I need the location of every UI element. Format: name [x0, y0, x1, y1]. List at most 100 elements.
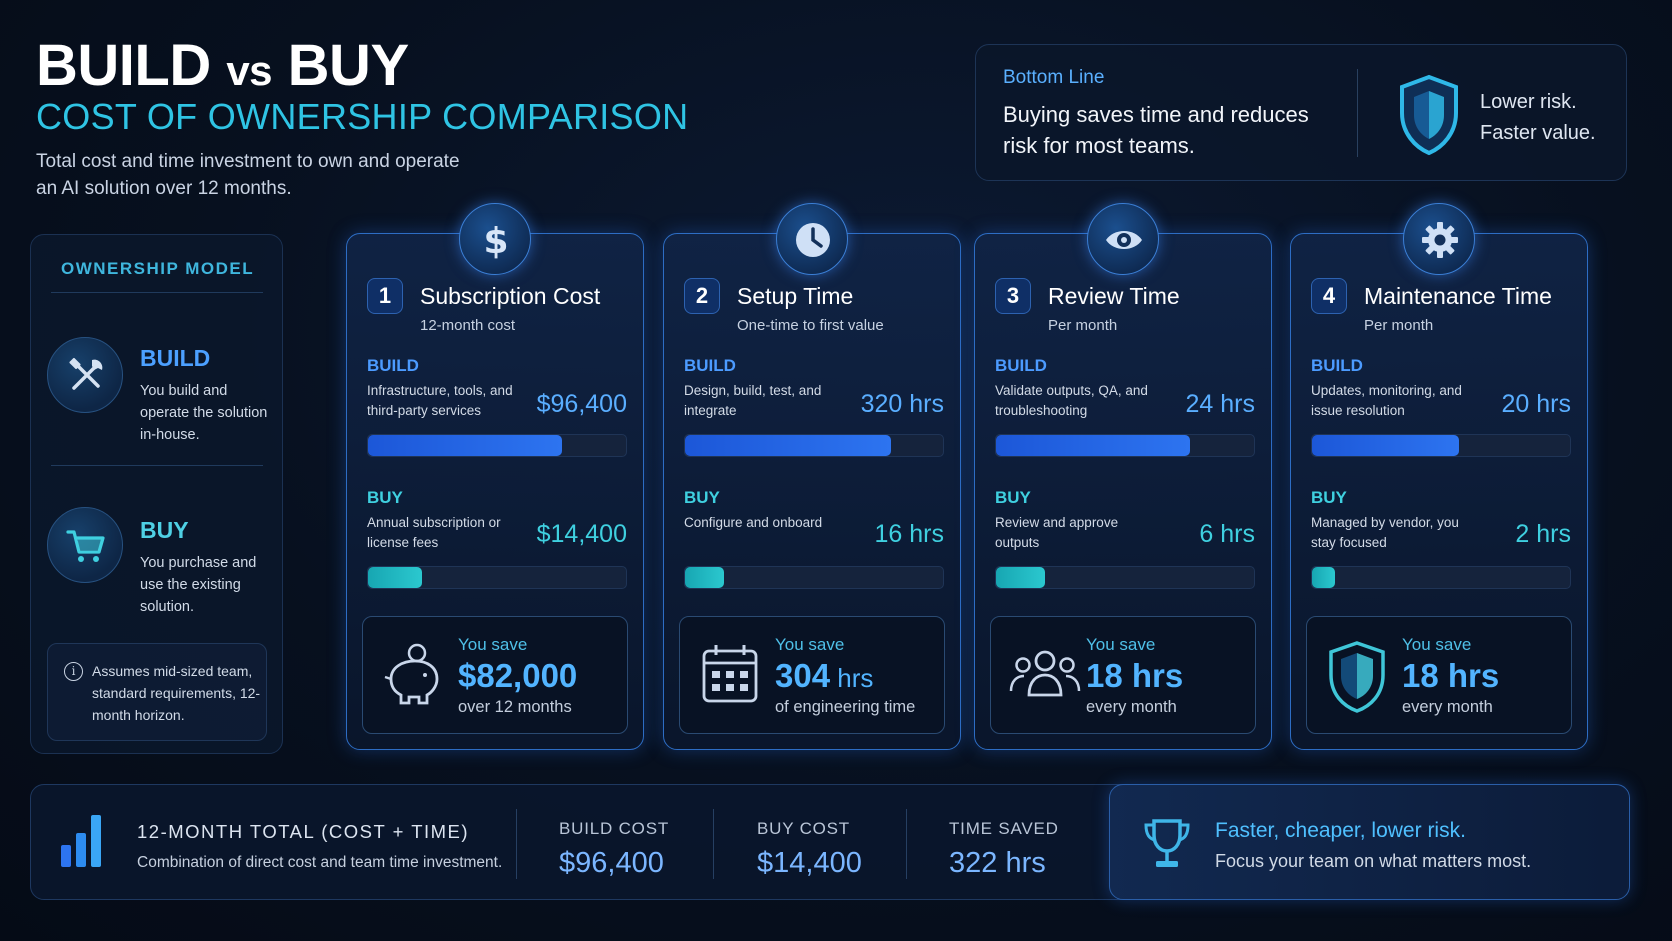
- build-label: BUILD: [367, 356, 419, 375]
- savings-value: 304 hrs: [775, 657, 874, 694]
- eye-icon: [1087, 203, 1159, 275]
- buy-label: BUY: [995, 488, 1031, 507]
- ownership-buy-desc: You purchase and use the existing soluti…: [140, 555, 257, 615]
- buy-desc: Annual subscription or license fees: [367, 515, 501, 550]
- buy-value: 2 hrs: [1515, 520, 1571, 548]
- buy-desc: Managed by vendor, you stay focused: [1311, 515, 1459, 550]
- ownership-buy-title: BUY: [140, 517, 189, 543]
- calendar-icon: [698, 639, 762, 714]
- savings-note: over 12 months: [458, 698, 572, 716]
- buy-bar: [1311, 566, 1571, 589]
- build-bar: [367, 434, 627, 457]
- bottom-line-panel: Bottom Line Buying saves time and reduce…: [975, 44, 1627, 181]
- buy-bar: [995, 566, 1255, 589]
- build-desc: Infrastructure, tools, and third-party s…: [367, 383, 513, 418]
- savings-box: You save 18 hrs every month: [990, 616, 1256, 734]
- savings-value: 18 hrs: [1402, 657, 1500, 694]
- divider: [713, 809, 714, 879]
- buy-bar-fill: [368, 567, 423, 588]
- stat-build-cost-value: $96,400: [559, 847, 664, 879]
- build-label: BUILD: [1311, 356, 1363, 375]
- piggy-bank-icon: [381, 639, 445, 714]
- savings-note: of engineering time: [775, 698, 916, 716]
- stat-time-saved-label: TIME SAVED: [949, 819, 1059, 838]
- build-bar: [684, 434, 944, 457]
- build-value: 20 hrs: [1501, 390, 1571, 418]
- ownership-build-desc: You build and operate the solution in-ho…: [140, 383, 268, 443]
- savings-box: You save $82,000 over 12 months: [362, 616, 628, 734]
- stat-buy-cost-value: $14,400: [757, 847, 862, 879]
- build-bar-fill: [685, 435, 892, 456]
- card-title: Setup Time: [737, 283, 854, 309]
- build-desc: Validate outputs, QA, and troubleshootin…: [995, 383, 1148, 418]
- buy-value: $14,400: [536, 520, 627, 548]
- card-title: Subscription Cost: [420, 283, 601, 309]
- card-subtitle: One-time to first value: [737, 317, 884, 334]
- buy-bar-fill: [685, 567, 724, 588]
- shield-icon: [1396, 73, 1462, 162]
- clock-icon: [776, 203, 848, 275]
- stat-time-saved-value: 322 hrs: [949, 847, 1046, 879]
- page-subtitle: COST OF OWNERSHIP COMPARISON: [36, 96, 689, 137]
- card-number-badge: 4: [1311, 278, 1347, 314]
- buy-desc: Review and approve outputs: [995, 515, 1119, 550]
- buy-bar: [684, 566, 944, 589]
- buy-bar-fill: [1312, 567, 1336, 588]
- trophy-icon: [1140, 815, 1194, 878]
- metric-card: 3 Review Time Per month BUILD Validate outpu…: [974, 233, 1272, 750]
- ownership-heading: OWNERSHIP MODEL: [61, 259, 255, 278]
- build-bar-fill: [368, 435, 562, 456]
- users-icon: [1009, 639, 1081, 714]
- bottom-line-label: Bottom Line: [1003, 67, 1105, 88]
- buy-value: 6 hrs: [1199, 520, 1255, 548]
- build-bar: [995, 434, 1255, 457]
- savings-label: You save: [775, 635, 845, 654]
- card-title: Review Time: [1048, 283, 1180, 309]
- bar-chart-icon: [57, 809, 113, 876]
- savings-box: You save 18 hrs every month: [1306, 616, 1572, 734]
- assumption-note: i Assumes mid-sized team, standard requi…: [47, 643, 267, 741]
- buy-label: BUY: [684, 488, 720, 507]
- ownership-build-title: BUILD: [140, 345, 211, 371]
- card-subtitle: Per month: [1048, 317, 1118, 334]
- divider: [516, 809, 517, 879]
- dollar-icon: $: [459, 203, 531, 275]
- savings-value: $82,000: [458, 657, 578, 694]
- divider: [51, 292, 263, 293]
- buy-desc: Configure and onboard: [684, 515, 823, 530]
- build-label: BUILD: [995, 356, 1047, 375]
- build-label: BUILD: [684, 356, 736, 375]
- build-value: 24 hrs: [1185, 390, 1255, 418]
- gear-icon: [1403, 203, 1475, 275]
- card-number-badge: 1: [367, 278, 403, 314]
- build-value: $96,400: [536, 390, 627, 418]
- footer-desc: Combination of direct cost and team time…: [137, 854, 503, 871]
- footer-summary: 12-MONTH TOTAL (COST + TIME) Combination…: [30, 784, 1630, 900]
- card-subtitle: 12-month cost: [420, 317, 516, 334]
- ownership-model-panel: OWNERSHIP MODEL BUILD You build and oper…: [30, 234, 283, 754]
- build-desc: Updates, monitoring, and issue resolutio…: [1311, 383, 1462, 418]
- build-desc: Design, build, test, and integrate: [684, 383, 822, 418]
- footer-highlight: Faster, cheaper, lower risk. Focus your …: [1109, 784, 1630, 900]
- footer-highlight-title: Faster, cheaper, lower risk.: [1215, 819, 1466, 842]
- card-subtitle: Per month: [1364, 317, 1434, 334]
- footer-highlight-text: Focus your team on what matters most.: [1215, 851, 1532, 871]
- stat-build-cost-label: BUILD COST: [559, 819, 670, 838]
- buy-value: 16 hrs: [874, 520, 944, 548]
- page-description: Total cost and time investment to own an…: [36, 151, 460, 199]
- savings-note: every month: [1086, 698, 1177, 716]
- savings-note: every month: [1402, 698, 1493, 716]
- buy-label: BUY: [1311, 488, 1347, 507]
- page-title: BUILD vs BUY: [36, 33, 409, 98]
- savings-value: 18 hrs: [1086, 657, 1184, 694]
- bottom-line-text: Buying saves time and reduces risk for m…: [1003, 102, 1309, 158]
- info-icon: i: [64, 662, 83, 681]
- metric-card: 2 Setup Time One-time to first value BUILD D…: [663, 233, 961, 750]
- savings-box: You save 304 hrs of engineering time: [679, 616, 945, 734]
- buy-bar: [367, 566, 627, 589]
- card-title: Maintenance Time: [1364, 283, 1552, 309]
- build-value: 320 hrs: [860, 390, 944, 418]
- divider: [51, 465, 263, 466]
- bottom-line-side: Lower risk. Faster value.: [1480, 91, 1596, 144]
- metric-card: 4 Maintenance Time Per month BUILD Updates, …: [1290, 233, 1588, 750]
